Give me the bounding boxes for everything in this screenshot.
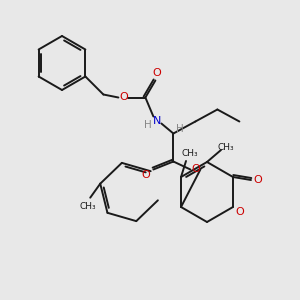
Text: O: O xyxy=(236,207,244,217)
Text: CH₃: CH₃ xyxy=(218,142,234,152)
Text: CH₃: CH₃ xyxy=(80,202,97,211)
Text: N: N xyxy=(153,116,162,125)
Text: O: O xyxy=(191,164,200,175)
Text: O: O xyxy=(119,92,128,103)
Text: O: O xyxy=(254,175,262,185)
Text: O: O xyxy=(141,169,150,179)
Text: H: H xyxy=(176,124,183,134)
Text: H: H xyxy=(143,119,151,130)
Text: O: O xyxy=(152,68,161,79)
Text: CH₃: CH₃ xyxy=(182,148,198,158)
